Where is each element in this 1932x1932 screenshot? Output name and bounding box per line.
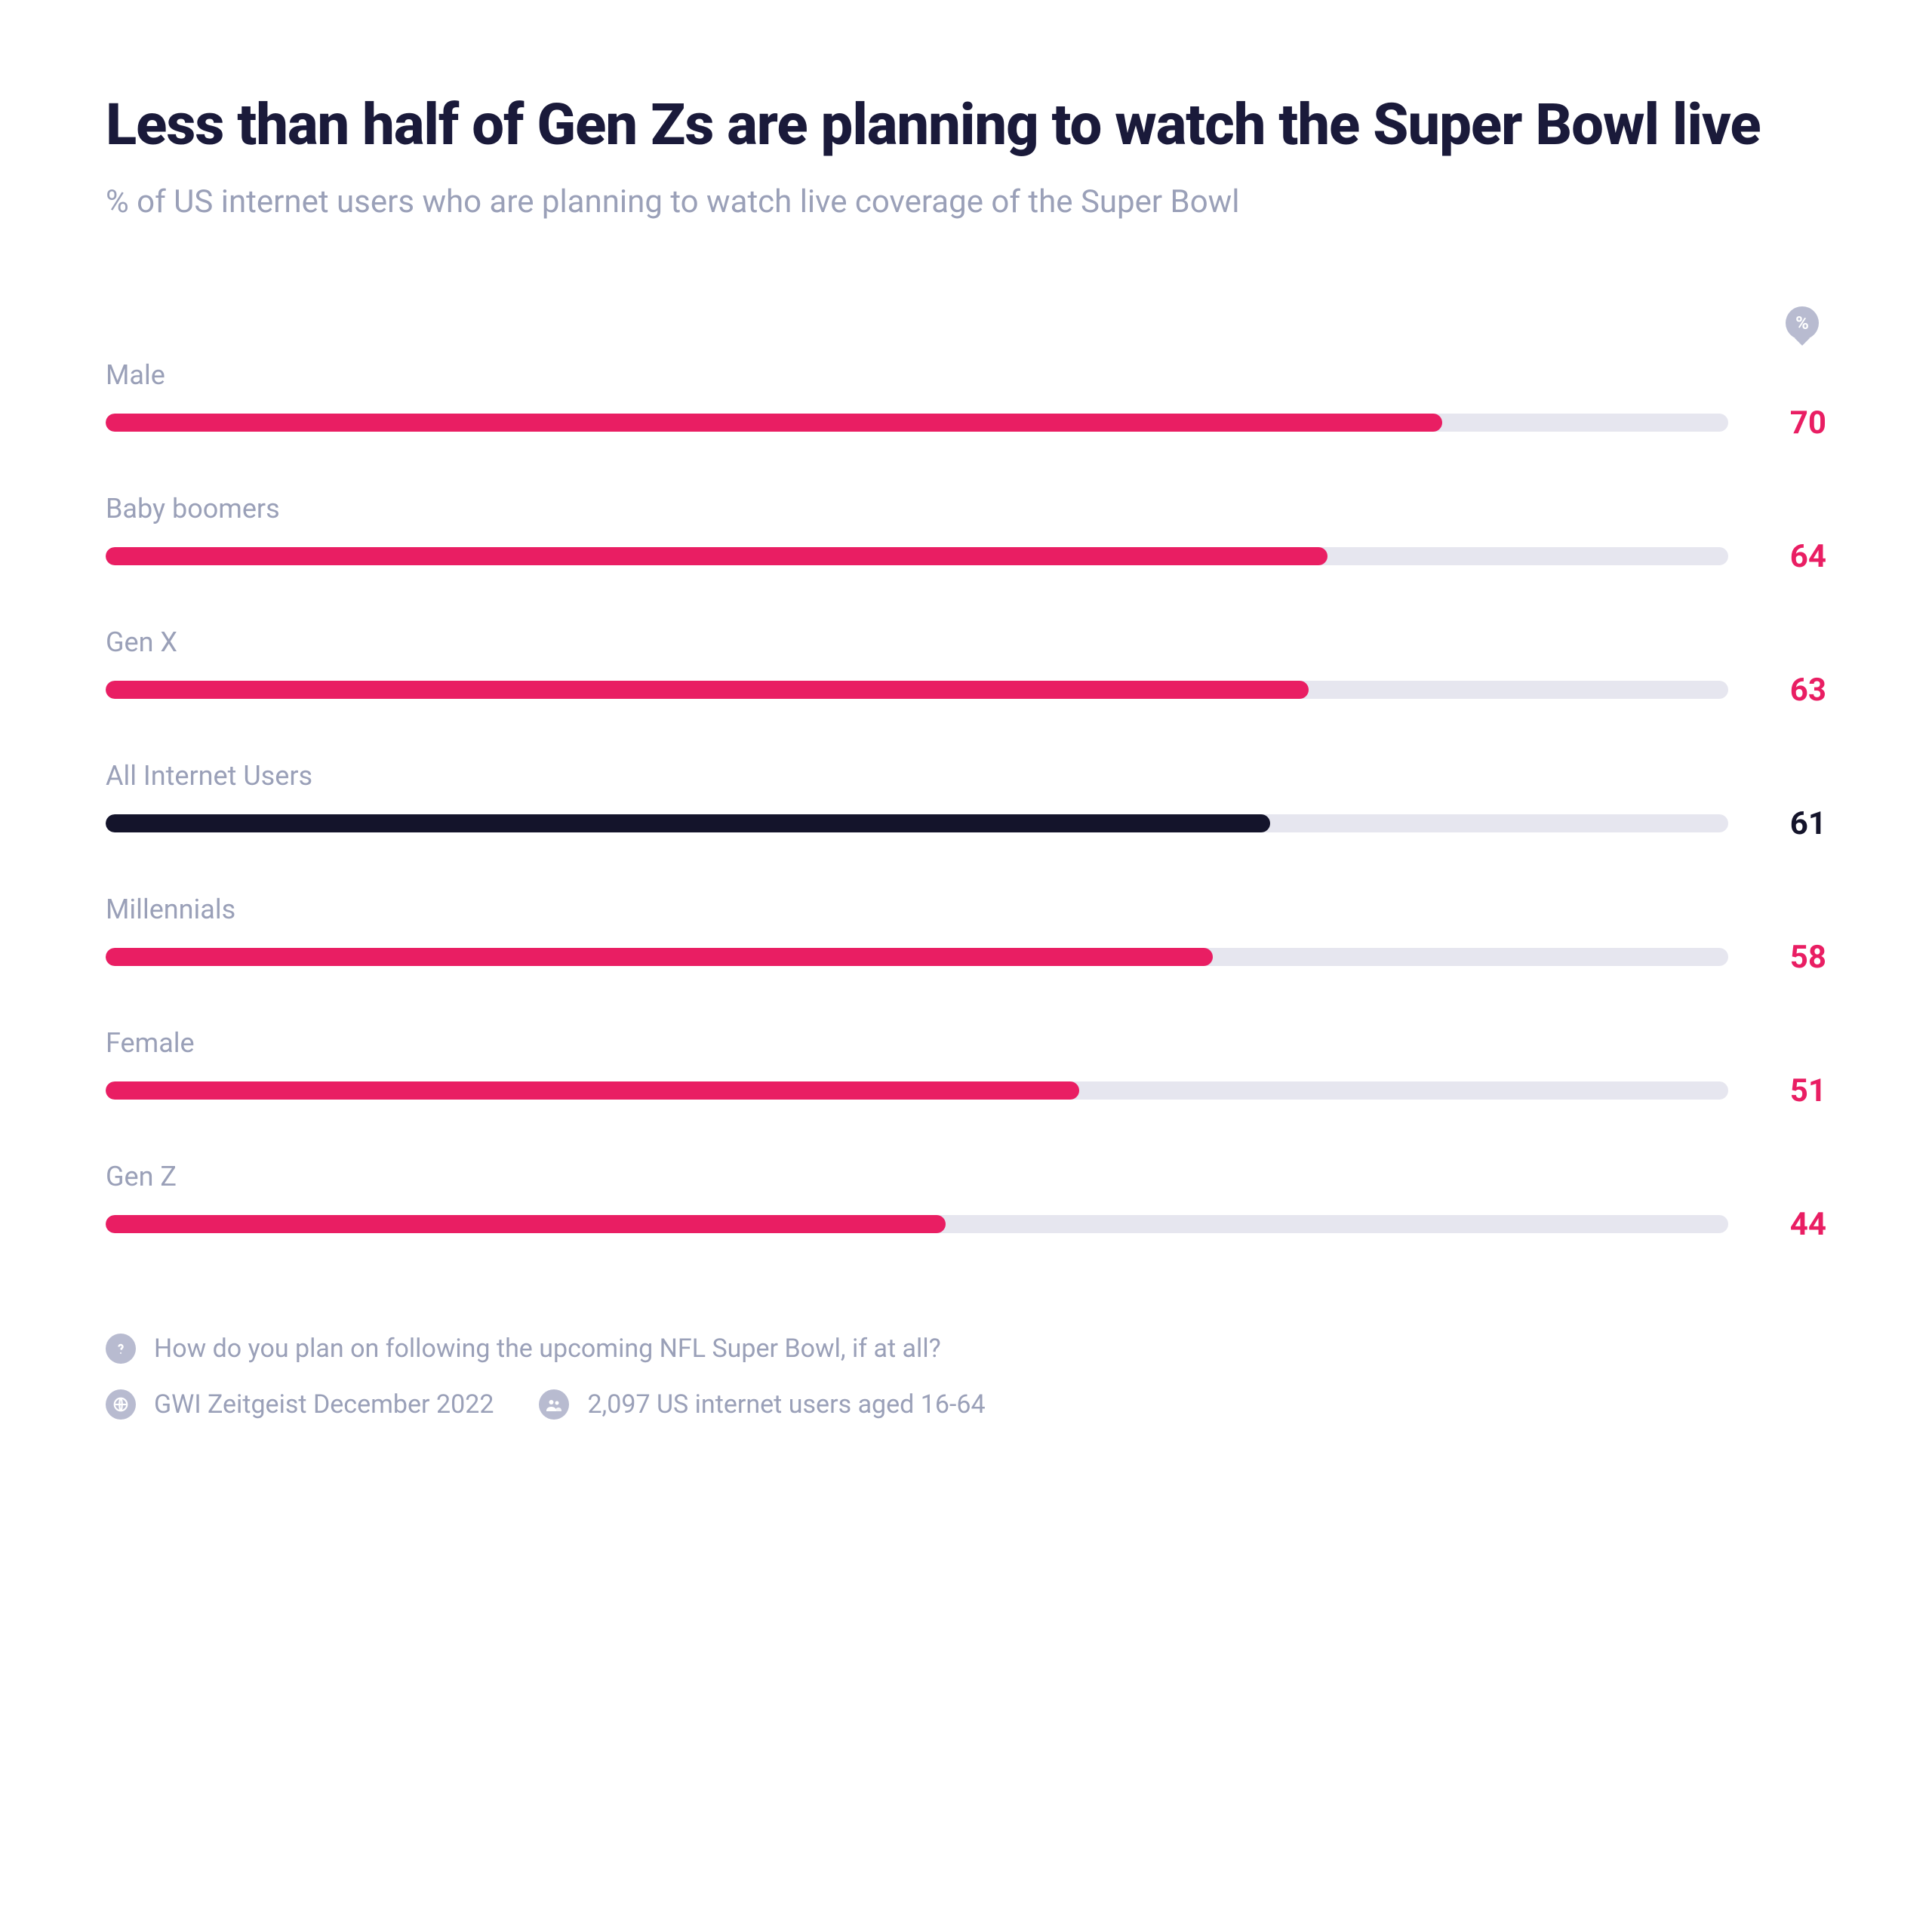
bar-value: 70 xyxy=(1766,405,1826,441)
bar-track-wrap: 63 xyxy=(106,672,1826,709)
bar-track-wrap: 70 xyxy=(106,405,1826,441)
bar-row: Gen X 63 xyxy=(106,626,1826,709)
bar-fill xyxy=(106,681,1309,699)
footer-source-text: GWI Zeitgeist December 2022 xyxy=(154,1389,494,1420)
chart-footer: How do you plan on following the upcomin… xyxy=(106,1334,1826,1420)
footer-source: GWI Zeitgeist December 2022 xyxy=(106,1389,494,1420)
bar-row: Male 70 xyxy=(106,359,1826,441)
bar-fill xyxy=(106,948,1213,966)
chart-subtitle: % of US internet users who are planning … xyxy=(106,182,1826,223)
bar-track-wrap: 64 xyxy=(106,538,1826,575)
footer-question-text: How do you plan on following the upcomin… xyxy=(154,1334,941,1364)
bar-track xyxy=(106,814,1728,832)
globe-icon xyxy=(106,1389,136,1420)
bar-value: 63 xyxy=(1766,672,1826,709)
chevron-down-icon xyxy=(1795,338,1810,346)
bar-row: Baby boomers 64 xyxy=(106,493,1826,575)
question-icon xyxy=(106,1334,136,1364)
bar-track-wrap: 51 xyxy=(106,1072,1826,1109)
bar-track xyxy=(106,948,1728,966)
bar-fill xyxy=(106,814,1270,832)
bar-label: Male xyxy=(106,359,1826,391)
bar-label: Gen X xyxy=(106,626,1826,658)
bar-row: Gen Z 44 xyxy=(106,1161,1826,1243)
bar-track xyxy=(106,1081,1728,1100)
bar-value: 61 xyxy=(1766,805,1826,842)
users-icon xyxy=(539,1389,569,1420)
bar-list: Male 70 Baby boomers 64 Gen X 63 All Internet … xyxy=(106,359,1826,1243)
percent-badge-circle: % xyxy=(1786,306,1819,340)
bar-label: Gen Z xyxy=(106,1161,1826,1192)
bar-row: Female 51 xyxy=(106,1027,1826,1109)
percent-badge: % xyxy=(1786,306,1819,346)
bar-track xyxy=(106,547,1728,565)
chart-area: % Male70Baby boomers64Gen X63All Interne… xyxy=(106,359,1826,1243)
bar-track xyxy=(106,1215,1728,1233)
bar-row: Millennials 58 xyxy=(106,894,1826,976)
footer-sample-text: 2,097 US internet users aged 16-64 xyxy=(587,1389,985,1420)
bar-value: 51 xyxy=(1766,1072,1826,1109)
bar-value: 44 xyxy=(1766,1206,1826,1243)
bar-track-wrap: 58 xyxy=(106,939,1826,976)
bar-value: 58 xyxy=(1766,939,1826,976)
bar-fill xyxy=(106,1215,946,1233)
footer-sample: 2,097 US internet users aged 16-64 xyxy=(539,1389,985,1420)
bar-track xyxy=(106,414,1728,432)
footer-question-row: How do you plan on following the upcomin… xyxy=(106,1334,1826,1364)
bar-row: All Internet Users 61 xyxy=(106,760,1826,842)
bar-track-wrap: 61 xyxy=(106,805,1826,842)
bar-track xyxy=(106,681,1728,699)
bar-label: Baby boomers xyxy=(106,493,1826,525)
bar-fill xyxy=(106,414,1442,432)
footer-meta-row: GWI Zeitgeist December 2022 2,097 US int… xyxy=(106,1389,1826,1420)
bar-value: 64 xyxy=(1766,538,1826,575)
bar-fill xyxy=(106,1081,1079,1100)
bar-label: All Internet Users xyxy=(106,760,1826,792)
bar-fill xyxy=(106,547,1327,565)
chart-title: Less than half of Gen Zs are planning to… xyxy=(106,91,1826,159)
bar-track-wrap: 44 xyxy=(106,1206,1826,1243)
bar-label: Millennials xyxy=(106,894,1826,925)
bar-label: Female xyxy=(106,1027,1826,1059)
